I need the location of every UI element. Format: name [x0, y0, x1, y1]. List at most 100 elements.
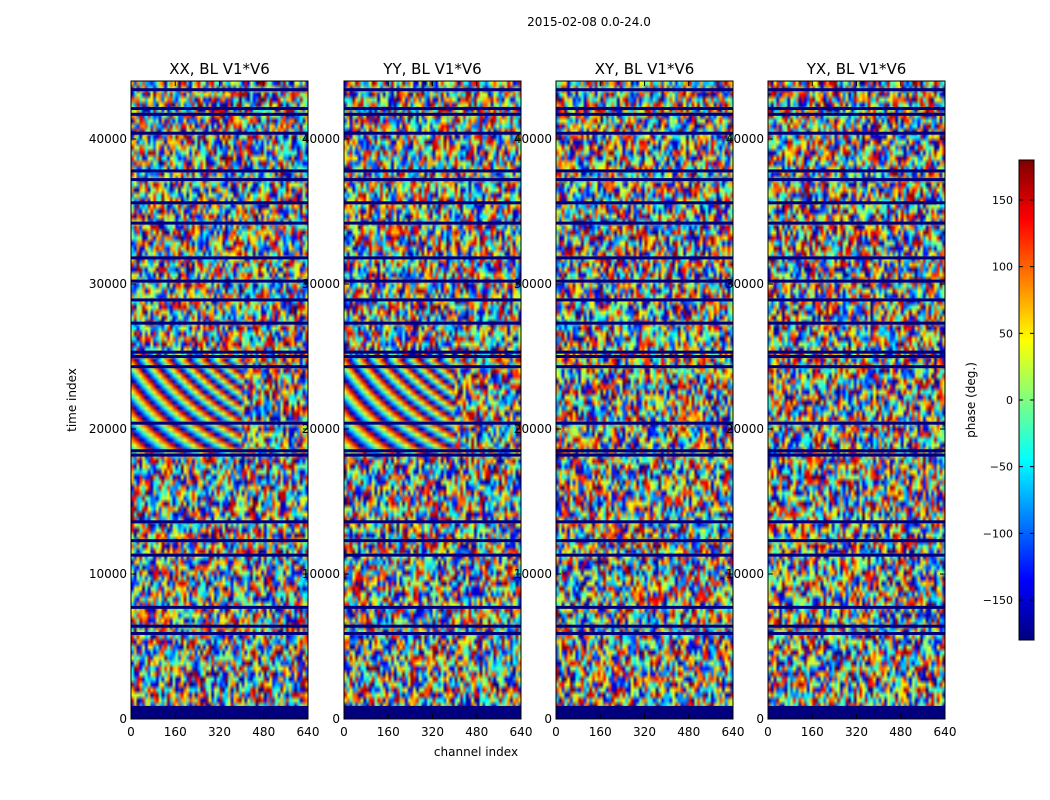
- x-axis-label: channel index: [434, 745, 518, 759]
- panel-title: YY, BL V1*V6: [382, 60, 481, 78]
- flagged-row: [131, 453, 308, 457]
- x-tick-label: 480: [465, 725, 488, 739]
- flagged-row: [556, 449, 733, 453]
- panel-title: XX, BL V1*V6: [169, 60, 270, 78]
- flagged-row: [131, 355, 308, 358]
- figure-title: 2015-02-08 0.0-24.0: [527, 15, 651, 29]
- x-tick-label: 0: [127, 725, 135, 739]
- flagged-row: [768, 421, 945, 425]
- flagged-row: [556, 279, 733, 283]
- flagged-row: [131, 131, 308, 135]
- colorbar: 150 100 50 0 −50 −100 −150 phase (deg.): [964, 159, 1035, 641]
- y-axis-label: time index: [65, 368, 79, 432]
- flagged-row: [768, 350, 945, 354]
- phase-image: [344, 81, 521, 719]
- flagged-row: [344, 169, 521, 173]
- y-tick-label: 20000: [726, 422, 764, 436]
- flagged-row: [556, 201, 733, 205]
- flagged-row: [556, 321, 733, 325]
- flagged-row: [344, 539, 521, 543]
- y-tick-label: 40000: [89, 132, 127, 146]
- y-tick-label: 10000: [514, 567, 552, 581]
- flagged-row: [131, 88, 308, 92]
- flagged-row: [131, 520, 308, 524]
- flagged-row: [131, 708, 308, 719]
- colorbar-tick-label: −150: [983, 594, 1013, 607]
- flagged-row: [344, 453, 521, 457]
- flagged-row: [344, 112, 521, 116]
- panel-yx: YX, BL V1*V6 0 160 320 480 640 0 10000 20000 3000…: [726, 60, 957, 739]
- panel-yy: YY, BL V1*V6 0 160 320 480 640 0 10000 20000 3000…: [302, 60, 533, 739]
- panel-title: XY, BL V1*V6: [595, 60, 695, 78]
- x-tick-label: 480: [677, 725, 700, 739]
- flagged-row: [556, 221, 733, 225]
- flagged-row: [556, 605, 733, 609]
- flagged-row: [768, 355, 945, 358]
- flagged-row: [556, 112, 733, 116]
- colorbar-tick-label: 150: [992, 194, 1013, 207]
- flagged-row: [768, 453, 945, 457]
- flagged-row: [344, 350, 521, 354]
- flagged-row: [556, 708, 733, 719]
- flagged-row: [131, 298, 308, 302]
- flagged-row: [344, 221, 521, 225]
- flagged-row: [768, 178, 945, 182]
- flagged-row: [344, 705, 521, 709]
- phase-image: [131, 81, 308, 719]
- flagged-row: [768, 605, 945, 609]
- y-tick-label: 30000: [89, 277, 127, 291]
- flagged-row: [768, 169, 945, 173]
- flagged-row: [344, 708, 521, 719]
- flagged-row: [344, 520, 521, 524]
- flagged-row: [131, 169, 308, 173]
- panel-xx: XX, BL V1*V6 0 160 320 480 640 0 10000 20000 3000…: [89, 60, 320, 739]
- phase-image: [556, 81, 733, 719]
- flagged-row: [768, 553, 945, 557]
- flagged-row: [556, 705, 733, 709]
- flagged-row: [344, 298, 521, 302]
- flagged-row: [556, 365, 733, 369]
- flagged-row: [556, 107, 733, 111]
- flagged-row: [344, 178, 521, 182]
- flagged-row: [556, 256, 733, 260]
- y-tick-label: 0: [119, 712, 127, 726]
- flagged-row: [131, 350, 308, 354]
- x-tick-label: 160: [377, 725, 400, 739]
- flagged-row: [768, 708, 945, 719]
- flagged-row: [344, 131, 521, 135]
- flagged-row: [131, 705, 308, 709]
- flagged-row: [768, 107, 945, 111]
- x-tick-label: 320: [421, 725, 444, 739]
- flagged-row: [344, 321, 521, 325]
- y-tick-label: 20000: [89, 422, 127, 436]
- y-tick-label: 30000: [302, 277, 340, 291]
- flagged-row: [556, 298, 733, 302]
- flagged-row: [131, 321, 308, 325]
- x-tick-label: 0: [552, 725, 560, 739]
- x-tick-label: 160: [164, 725, 187, 739]
- x-tick-label: 480: [889, 725, 912, 739]
- flagged-row: [344, 355, 521, 358]
- flagged-row: [131, 256, 308, 260]
- flagged-row: [556, 350, 733, 354]
- y-tick-label: 20000: [514, 422, 552, 436]
- colorbar-tick-label: 0: [1006, 394, 1013, 407]
- flagged-row: [556, 355, 733, 358]
- flagged-row: [344, 449, 521, 453]
- flagged-row: [131, 279, 308, 283]
- x-tick-label: 480: [252, 725, 275, 739]
- flagged-row: [768, 279, 945, 283]
- flagged-row: [344, 631, 521, 635]
- panel-xy: XY, BL V1*V6 0 160 320 480 640 0 10000 20000 3000…: [514, 60, 745, 739]
- colorbar-tick-label: 50: [999, 327, 1013, 340]
- x-tick-label: 320: [633, 725, 656, 739]
- flagged-row: [344, 201, 521, 205]
- flagged-row: [768, 112, 945, 116]
- flagged-row: [768, 624, 945, 628]
- flagged-row: [344, 624, 521, 628]
- y-tick-label: 10000: [726, 567, 764, 581]
- flagged-row: [131, 365, 308, 369]
- flagged-row: [768, 365, 945, 369]
- flagged-row: [131, 449, 308, 453]
- flagged-row: [768, 298, 945, 302]
